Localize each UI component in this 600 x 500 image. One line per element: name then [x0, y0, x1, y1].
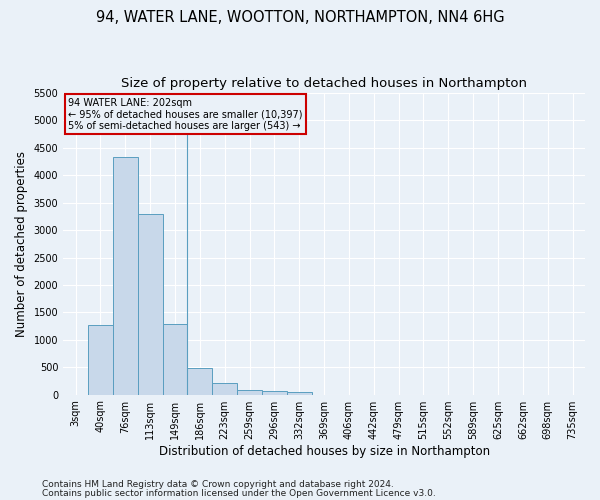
Bar [187, 368, 212, 394]
X-axis label: Distribution of detached houses by size in Northampton: Distribution of detached houses by size … [158, 444, 490, 458]
Y-axis label: Number of detached properties: Number of detached properties [15, 151, 28, 337]
Bar [138, 214, 163, 394]
Text: Contains HM Land Registry data © Crown copyright and database right 2024.: Contains HM Land Registry data © Crown c… [42, 480, 394, 489]
Title: Size of property relative to detached houses in Northampton: Size of property relative to detached ho… [121, 78, 527, 90]
Bar [262, 392, 287, 394]
Bar [88, 325, 113, 394]
Bar [237, 390, 262, 394]
Bar [212, 383, 237, 394]
Text: 94, WATER LANE, WOOTTON, NORTHAMPTON, NN4 6HG: 94, WATER LANE, WOOTTON, NORTHAMPTON, NN… [95, 10, 505, 25]
Text: 94 WATER LANE: 202sqm
← 95% of detached houses are smaller (10,397)
5% of semi-d: 94 WATER LANE: 202sqm ← 95% of detached … [68, 98, 303, 131]
Bar [113, 157, 138, 394]
Bar [287, 392, 311, 394]
Text: Contains public sector information licensed under the Open Government Licence v3: Contains public sector information licen… [42, 488, 436, 498]
Bar [163, 324, 187, 394]
